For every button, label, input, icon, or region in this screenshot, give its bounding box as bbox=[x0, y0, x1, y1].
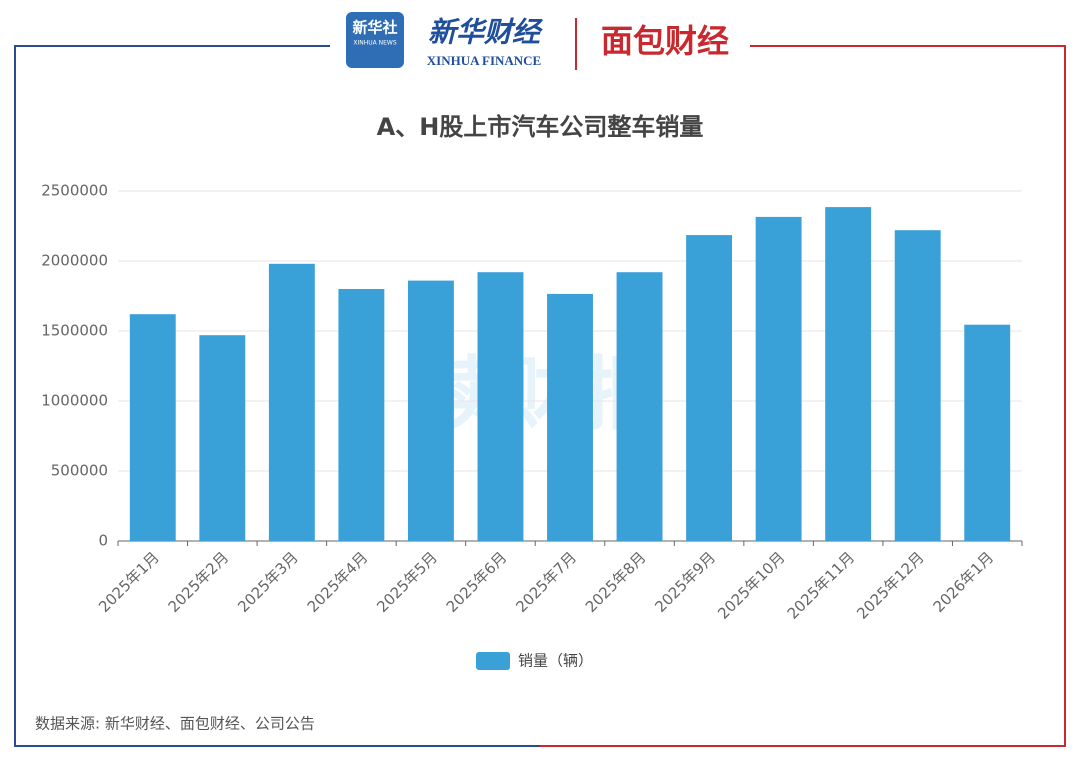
logo-text: 面包财经 bbox=[601, 22, 729, 60]
logo-text: 新华社 bbox=[352, 19, 397, 37]
bar bbox=[964, 324, 1011, 541]
bar bbox=[129, 314, 176, 541]
xinhua-logo bbox=[346, 12, 404, 68]
y-tick-label: 1500000 bbox=[41, 322, 108, 340]
logo-text: XINHUA FINANCE bbox=[427, 53, 541, 68]
bar bbox=[894, 230, 941, 541]
x-tick-label: 2025年4月 bbox=[304, 548, 372, 616]
source-note: 数据来源: 新华财经、面包财经、公司公告 bbox=[35, 715, 315, 733]
bar bbox=[547, 293, 593, 541]
x-tick-label: 2025年8月 bbox=[582, 548, 650, 616]
bar bbox=[686, 235, 733, 541]
x-tick-label: 2025年6月 bbox=[443, 548, 511, 616]
x-tick-label: 2025年7月 bbox=[512, 548, 580, 616]
y-tick-label: 2500000 bbox=[41, 182, 108, 200]
y-tick-label: 2000000 bbox=[41, 252, 108, 270]
x-tick-label: 2025年9月 bbox=[651, 548, 719, 616]
legend-label: 销量（辆） bbox=[518, 652, 593, 670]
y-tick-label: 1000000 bbox=[41, 392, 108, 410]
legend-swatch bbox=[476, 652, 510, 670]
bar bbox=[268, 263, 315, 541]
x-tick-label: 2025年11月 bbox=[784, 548, 858, 622]
x-tick-label: 2025年5月 bbox=[373, 548, 441, 616]
logo-text: 新华财经 bbox=[428, 16, 544, 49]
bar bbox=[407, 280, 454, 541]
x-tick-label: 2025年1月 bbox=[95, 548, 163, 616]
x-tick-label: 2025年12月 bbox=[853, 548, 927, 622]
chart-title: A、H股上市汽车公司整车销量 bbox=[377, 113, 704, 141]
frame bbox=[14, 45, 1066, 747]
x-tick-label: 2025年10月 bbox=[714, 548, 788, 622]
bar bbox=[825, 207, 872, 541]
bar bbox=[755, 216, 802, 541]
x-tick-label: 2026年1月 bbox=[930, 548, 998, 616]
frame-left bbox=[14, 45, 540, 747]
x-tick-label: 2025年3月 bbox=[234, 548, 302, 616]
bar bbox=[477, 272, 524, 541]
y-tick-label: 500000 bbox=[51, 462, 108, 480]
bar bbox=[199, 335, 246, 541]
x-tick-label: 2025年2月 bbox=[165, 548, 233, 616]
y-tick-label: 0 bbox=[98, 532, 108, 550]
bar bbox=[616, 272, 663, 541]
frame-right bbox=[540, 45, 1066, 747]
logo-text: XINHUA NEWS bbox=[353, 40, 396, 47]
bar bbox=[338, 289, 385, 541]
